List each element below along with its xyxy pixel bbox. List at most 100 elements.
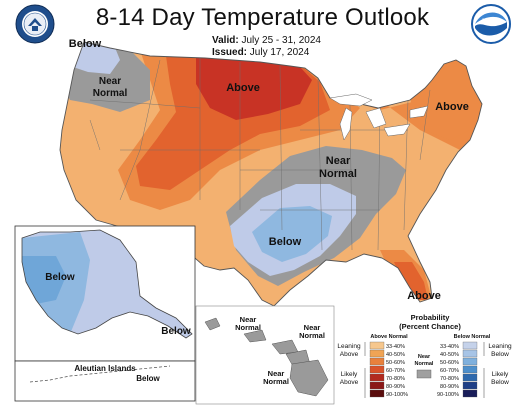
legend-below-swatches: 33-40% 40-50% 50-60% 60-70% 70-80% 80-90% 90-1… — [437, 341, 478, 398]
hawaii-label-near-3-line1: Near — [268, 369, 285, 378]
alaska-label-below-south: Below — [161, 326, 191, 337]
alaska-label-below-west: Below — [45, 272, 75, 283]
legend-below-swatch-0 — [462, 341, 478, 350]
label-below-nw: Below — [69, 38, 102, 50]
legend-above-swatch-6 — [369, 389, 385, 398]
alaska-below-33 — [22, 230, 192, 338]
legend-above-range-label-5: 80-90% — [386, 384, 405, 390]
map-title: 8-14 Day Temperature Outlook — [95, 4, 430, 31]
legend-title-line2: (Percent Chance) — [399, 322, 461, 331]
hawaii-island-maui — [285, 349, 311, 369]
legend-likely-above-line2: Above — [340, 379, 359, 386]
above-40-florida-field — [380, 250, 432, 300]
issued-date: July 17, 2024 — [249, 47, 310, 58]
above-40-newengland-field — [410, 62, 480, 140]
legend-below-range-label-0: 33-40% — [440, 344, 459, 350]
great-lakes — [329, 93, 429, 141]
conus-outline — [59, 41, 483, 307]
hawaii-label-near-1-line1: Near — [240, 315, 257, 324]
above-50-field — [136, 56, 330, 190]
label-above-north: Above — [226, 82, 260, 94]
legend-below-range-label-2: 50-60% — [440, 360, 459, 366]
valid-dates: July 25 - 31, 2024 — [241, 35, 321, 46]
hawaii-island-big — [289, 359, 329, 397]
conus-shading — [60, 42, 482, 306]
hawaii-label-near-3-line2: Normal — [263, 377, 289, 386]
hawaii-label-near-1-line2: Normal — [235, 323, 261, 332]
legend-near-label-line2: Normal — [415, 361, 434, 367]
legend-below-swatch-5 — [462, 381, 478, 390]
legend-below-range-label-6: 90-100% — [437, 392, 459, 398]
below-nw-field — [64, 42, 120, 74]
below-40-field — [252, 206, 332, 262]
issued-line: Issued: July 17, 2024 — [212, 47, 309, 58]
legend-above-swatch-0 — [369, 341, 385, 350]
alaska-labels: Below Below Aleutian Islands Below — [45, 272, 191, 383]
conus-region-labels: Below Near Normal Above Above Near Norma… — [69, 38, 469, 302]
hawaii-label-near-2-line2: Normal — [299, 331, 325, 340]
legend-below-swatch-1 — [462, 349, 478, 358]
label-below-south: Below — [269, 236, 302, 248]
hawaii-label-near-2-line1: Near — [304, 323, 321, 332]
hawaii-island-molokai — [271, 339, 299, 355]
legend-below-swatch-3 — [462, 365, 478, 374]
hawaii-labels: Near Normal Near Normal Near Normal — [235, 315, 325, 386]
hawaii-islands — [204, 317, 329, 397]
valid-line: Valid: July 25 - 31, 2024 — [212, 35, 321, 46]
noaa-logo-text: NOAA — [482, 19, 500, 25]
label-near-normal-nw-line1: Near — [99, 76, 121, 87]
legend-above-range-label-6: 90-100% — [386, 392, 408, 398]
above-33-field — [60, 42, 482, 306]
alaska-below-50 — [22, 256, 66, 304]
aleutian-title: Aleutian Islands — [74, 364, 136, 373]
alaska-outline — [21, 229, 193, 339]
legend-above-range-label-0: 33-40% — [386, 344, 405, 350]
legend-near-swatch — [416, 369, 432, 379]
below-33-field — [230, 184, 356, 276]
legend-above-header: Above Normal — [370, 334, 408, 340]
legend-leaning-above-line1: Leaning — [337, 343, 361, 350]
above-50-florida-field — [394, 262, 428, 300]
near-normal-nw-field — [60, 42, 150, 112]
aleutian-islands-shape — [29, 365, 171, 383]
label-above-northeast: Above — [435, 101, 469, 113]
legend-likely-below-line2: Below — [491, 379, 509, 386]
hawaii-inset-frame — [195, 305, 335, 405]
aleutian-inset-frame — [14, 360, 196, 402]
issued-label: Issued: — [212, 47, 248, 58]
legend-likely-above-line1: Likely — [341, 371, 358, 378]
legend-above-swatch-2 — [369, 357, 385, 366]
label-near-normal-nw-line2: Normal — [93, 88, 128, 99]
legend-below-range-label-5: 80-90% — [440, 384, 459, 390]
label-near-normal-central-line2: Normal — [319, 168, 357, 180]
above-40-northeast-field — [140, 42, 482, 150]
state-boundaries — [89, 58, 431, 251]
legend: Probability (Percent Chance) Above Norma… — [337, 313, 512, 398]
noaa-logo: NOAA — [471, 4, 511, 44]
aleutian-label-below: Below — [136, 374, 160, 383]
label-above-florida: Above — [407, 290, 441, 302]
legend-above-swatch-1 — [369, 349, 385, 358]
legend-above-range-label-2: 50-60% — [386, 360, 405, 366]
legend-leaning-below-line2: Below — [491, 351, 509, 358]
legend-below-swatch-4 — [462, 373, 478, 382]
above-40-central-field — [118, 50, 360, 210]
hawaii-island-kauai — [204, 317, 221, 331]
alaska-inset-frame — [14, 225, 196, 362]
label-near-normal-central-line1: Near — [326, 155, 351, 167]
legend-below-range-label-3: 60-70% — [440, 368, 459, 374]
alaska-below-40 — [22, 232, 90, 334]
legend-above-swatch-4 — [369, 373, 385, 382]
legend-above-range-label-4: 70-80% — [386, 376, 405, 382]
legend-leaning-below-line1: Leaning — [488, 343, 512, 350]
valid-label: Valid: — [212, 35, 239, 46]
legend-above-range-label-1: 40-50% — [386, 352, 405, 358]
near-normal-central-field — [226, 146, 406, 286]
legend-title-line1: Probability — [411, 313, 451, 322]
legend-leaning-above-line2: Above — [340, 351, 359, 358]
above-60-field — [196, 56, 312, 120]
legend-below-range-label-1: 40-50% — [440, 352, 459, 358]
hawaii-island-oahu — [243, 329, 267, 343]
